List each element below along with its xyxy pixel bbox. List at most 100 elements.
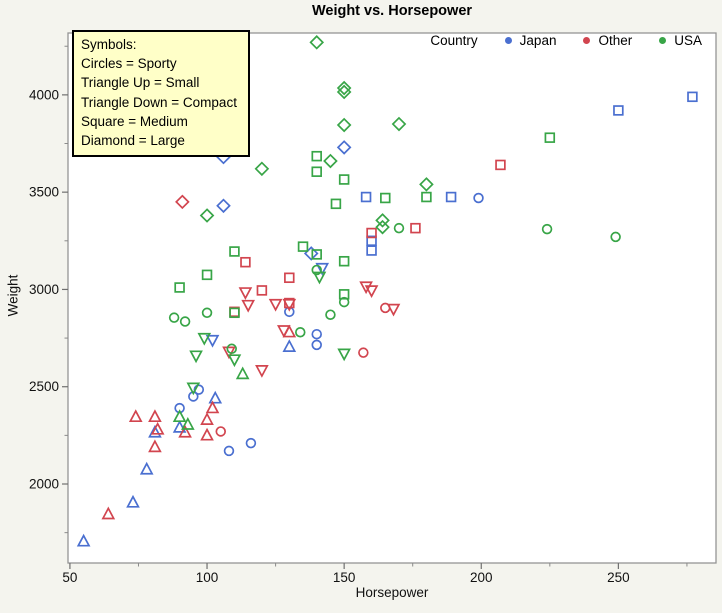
scatter-marker-japan-medium	[445, 191, 457, 203]
y-axis-title: Weight	[5, 274, 21, 317]
legend-dot-usa	[659, 37, 667, 44]
scatter-marker-japan-large	[336, 140, 352, 155]
scatter-marker-usa-small	[235, 366, 250, 380]
scatter-marker-other-small	[101, 506, 116, 520]
scatter-marker-usa-large	[254, 161, 270, 177]
scatter-marker-other-large	[175, 194, 190, 210]
y-tick-label: 4000	[29, 87, 59, 102]
scatter-marker-usa-large	[375, 213, 390, 228]
scatter-marker-usa-small	[181, 417, 195, 430]
scatter-marker-japan-large	[216, 198, 231, 214]
scatter-marker-usa-medium	[229, 307, 240, 319]
country-legend-title: Country	[430, 33, 478, 48]
y-tick-label: 2000	[29, 477, 59, 492]
scatter-marker-other-small	[178, 424, 192, 438]
scatter-marker-usa-large	[336, 84, 352, 100]
scatter-marker-other-medium	[240, 256, 251, 268]
scatter-marker-japan-sporty	[245, 437, 257, 449]
scatter-marker-other-small	[128, 409, 143, 423]
scatter-marker-usa-medium	[338, 255, 350, 267]
scatter-marker-usa-compact	[197, 332, 212, 346]
scatter-marker-other-sporty	[358, 347, 369, 358]
scatter-marker-other-small	[148, 439, 162, 453]
scatter-marker-other-medium	[256, 285, 268, 296]
legend-entry-japan: Japan	[504, 33, 557, 48]
scatter-marker-usa-medium	[544, 132, 556, 143]
scatter-marker-other-medium	[495, 159, 506, 171]
scatter-marker-japan-small	[139, 461, 154, 475]
scatter-marker-usa-sporty	[226, 343, 237, 355]
legend-label: USA	[674, 33, 702, 48]
scatter-marker-usa-sporty	[338, 296, 350, 308]
scatter-marker-other-medium	[284, 297, 295, 309]
scatter-marker-other-compact	[268, 298, 283, 312]
x-tick-label: 50	[62, 570, 77, 585]
scatter-marker-usa-sporty	[311, 264, 322, 276]
legend-entry-other: Other	[583, 33, 632, 48]
symbols-legend-line: Triangle Up = Small	[81, 75, 200, 91]
scatter-marker-other-small	[148, 409, 162, 423]
symbols-legend-line: Symbols:	[81, 37, 137, 52]
scatter-marker-usa-medium	[311, 166, 322, 177]
scatter-marker-usa-medium	[229, 246, 240, 257]
scatter-marker-usa-sporty	[325, 309, 336, 320]
scatter-marker-usa-large	[375, 219, 390, 235]
scatter-marker-other-compact	[282, 298, 297, 312]
scatter-marker-japan-small	[208, 390, 223, 404]
scatter-marker-usa-compact	[189, 350, 203, 364]
scatter-marker-usa-sporty	[295, 326, 306, 338]
scatter-marker-usa-medium	[338, 289, 350, 300]
scatter-marker-usa-medium	[338, 174, 350, 185]
scatter-marker-usa-medium	[311, 150, 322, 162]
scatter-marker-usa-medium	[311, 249, 322, 260]
scatter-marker-japan-small	[282, 339, 297, 352]
scatter-marker-usa-compact	[337, 348, 351, 362]
legend-dot-japan	[504, 37, 512, 44]
scatter-marker-other-small	[200, 427, 214, 441]
scatter-marker-other-small	[150, 421, 165, 435]
scatter-marker-usa-large	[336, 80, 352, 96]
legend-label: Japan	[519, 33, 557, 48]
symbols-legend-line: Square = Medium	[81, 113, 188, 129]
symbols-legend-box: Symbols: Circles = Sporty Triangle Up = Sm…	[72, 30, 250, 158]
scatter-marker-japan-compact	[315, 262, 330, 276]
x-tick-label: 100	[196, 570, 219, 585]
scatter-marker-usa-large	[391, 116, 407, 132]
scatter-marker-japan-sporty	[193, 384, 205, 395]
legend-label: Other	[598, 33, 633, 48]
scatter-marker-usa-sporty	[179, 316, 191, 327]
scatter-marker-usa-medium	[297, 241, 309, 252]
scatter-marker-japan-small	[126, 494, 140, 508]
scatter-marker-usa-medium	[421, 191, 432, 203]
scatter-marker-usa-medium	[330, 198, 342, 210]
x-axis-title: Horsepower	[355, 585, 429, 600]
scatter-marker-other-compact	[364, 285, 379, 299]
scatter-marker-other-medium	[366, 227, 377, 239]
scatter-marker-usa-large	[336, 117, 352, 133]
scatter-marker-usa-medium	[174, 282, 185, 293]
scatter-marker-japan-sporty	[311, 328, 322, 340]
scatter-marker-other-compact	[238, 287, 253, 300]
scatter-marker-other-compact	[241, 299, 255, 313]
scatter-marker-other-sporty	[215, 426, 226, 437]
symbols-legend-line: Circles = Sporty	[81, 56, 177, 72]
scatter-marker-japan-sporty	[223, 445, 235, 457]
scatter-marker-japan-small	[148, 424, 162, 438]
scatter-marker-other-small	[200, 412, 214, 425]
scatter-marker-other-compact	[386, 303, 401, 317]
scatter-marker-japan-medium	[360, 191, 372, 203]
scatter-marker-usa-small	[172, 409, 187, 423]
scatter-marker-other-small	[205, 400, 220, 414]
country-legend: Country Japan Other USA	[430, 33, 702, 48]
x-tick-label: 250	[607, 570, 630, 585]
scatter-marker-other-medium	[284, 272, 295, 284]
legend-entry-usa: USA	[659, 33, 702, 48]
scatter-marker-usa-large	[419, 177, 434, 192]
scatter-marker-usa-compact	[227, 354, 242, 368]
scatter-marker-usa-sporty	[168, 312, 180, 323]
symbols-legend-line: Diamond = Large	[81, 133, 185, 149]
scatter-marker-other-compact	[359, 281, 373, 295]
scatter-marker-usa-compact	[312, 271, 327, 285]
scatter-marker-japan-small	[172, 419, 187, 433]
